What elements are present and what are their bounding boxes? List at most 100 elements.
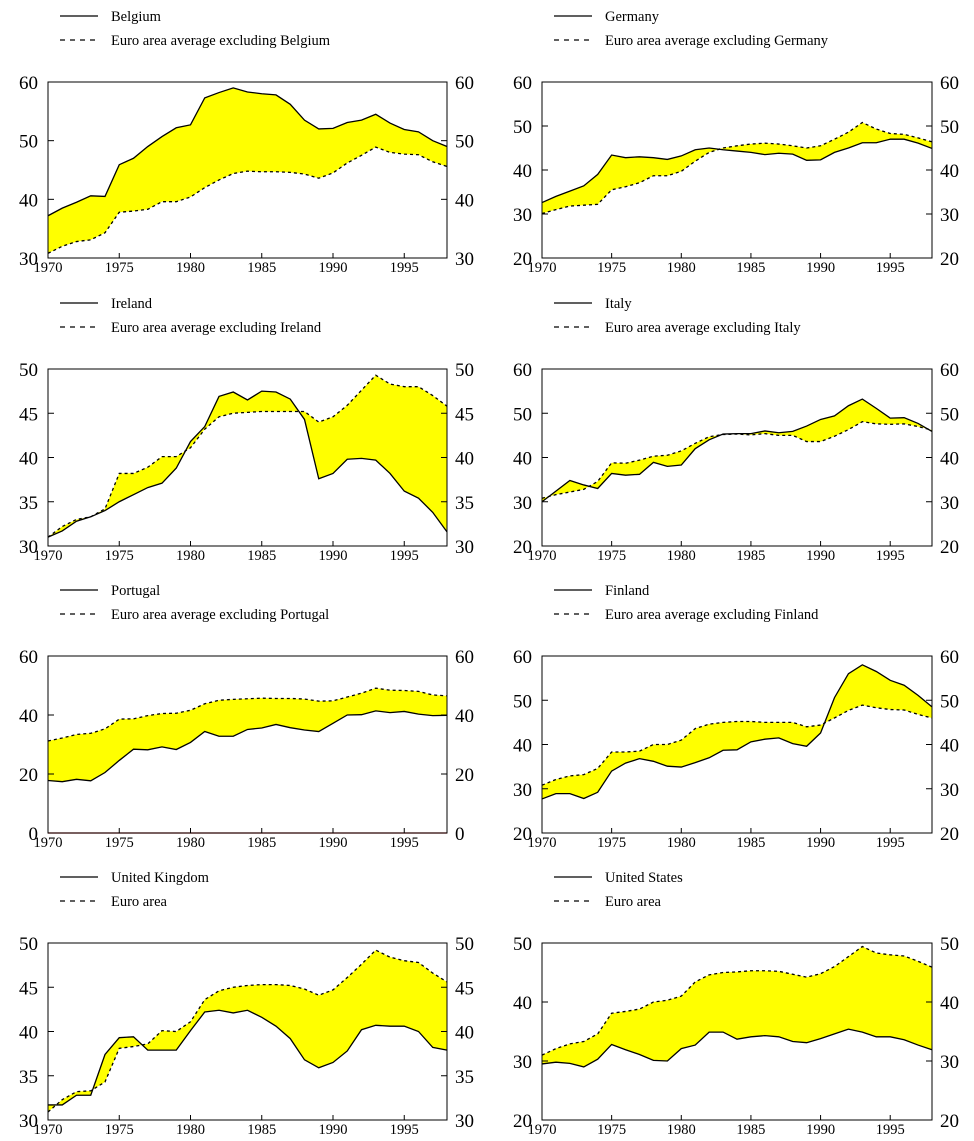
x-tick-label: 1980 [667,548,696,564]
legend-label: Belgium [111,9,162,25]
x-tick-label: 1980 [176,548,205,564]
y-tick-label-right: 50 [455,360,474,381]
y-tick-label-right: 20 [940,249,959,270]
x-tick-label: 1980 [176,835,205,851]
y-tick-label-right: 60 [940,647,959,668]
x-tick-label: 1985 [247,1122,276,1138]
y-tick-label-left: 50 [19,360,38,381]
y-tick-label-right: 60 [455,647,474,668]
x-tick-label: 1975 [597,835,626,851]
y-tick-label-left: 20 [513,249,532,270]
y-tick-label-right: 50 [940,117,959,138]
y-tick-label-right: 45 [455,404,474,425]
y-tick-label-right: 50 [455,934,474,955]
y-tick-label-left: 50 [513,404,532,425]
y-tick-label-right: 50 [940,691,959,712]
y-tick-label-left: 20 [513,1111,532,1132]
y-tick-label-left: 40 [513,736,532,757]
y-tick-label-left: 30 [19,1111,38,1132]
x-tick-label: 1995 [876,1122,905,1138]
y-tick-label-right: 20 [940,537,959,558]
x-tick-label: 1985 [736,835,765,851]
legend-label: Euro area average excluding Ireland [111,320,322,336]
legend-label: Euro area average excluding Germany [605,33,829,49]
country-series-line [47,710,448,783]
x-tick-label: 1970 [34,548,63,564]
y-tick-label-left: 50 [19,132,38,153]
y-tick-label-right: 35 [455,493,474,514]
x-tick-label: 1985 [247,260,276,276]
x-tick-label: 1980 [176,1122,205,1138]
legend-label: Finland [605,583,650,599]
country-series-line [47,390,448,538]
comparison-series-line [47,146,448,254]
plot-frame [541,368,933,547]
legend: Germany Euro area average excluding Germa… [554,9,829,49]
legend-label: Euro area average excluding Belgium [111,33,331,49]
x-tick-label: 1975 [105,1122,134,1138]
x-tick-label: 1980 [667,260,696,276]
country-series-line [541,1028,933,1068]
y-tick-label-right: 30 [940,205,959,226]
y-tick-label-right: 30 [940,780,959,801]
y-tick-label-left: 50 [513,691,532,712]
comparison-series-line [541,420,933,499]
x-tick-label: 1970 [528,835,557,851]
difference-band [542,399,932,502]
y-tick-label-right: 60 [940,360,959,381]
y-tick-label-right: 40 [455,706,474,727]
y-tick-label-left: 0 [29,824,39,845]
y-tick-label-right: 40 [455,1023,474,1044]
legend-label: Euro area average excluding Finland [605,607,819,623]
x-tick-label: 1990 [319,548,348,564]
legend: Ireland Euro area average excluding Irela… [60,296,322,336]
y-tick-label-left: 30 [513,493,532,514]
y-tick-label-left: 60 [19,73,38,94]
y-tick-label-left: 30 [513,1052,532,1073]
x-tick-label: 1975 [105,548,134,564]
difference-band [542,946,932,1067]
difference-band [542,664,932,799]
difference-band [48,375,447,538]
y-tick-label-right: 40 [940,161,959,182]
chart-panel: Belgium Euro area average excluding Belgi… [19,9,474,276]
legend: United Kingdom Euro area [60,870,210,910]
legend-label: Ireland [111,296,153,312]
x-tick-label: 1985 [736,260,765,276]
y-tick-label-right: 40 [455,190,474,211]
y-tick-label-left: 60 [19,647,38,668]
x-tick-label: 1980 [667,1122,696,1138]
y-tick-label-left: 20 [513,824,532,845]
comparison-series-line [47,949,448,1113]
y-tick-label-right: 45 [455,978,474,999]
x-tick-label: 1985 [247,835,276,851]
legend-label: Portugal [111,583,160,599]
y-tick-label-left: 35 [19,1067,38,1088]
y-tick-label-right: 0 [455,824,465,845]
x-tick-label: 1985 [247,548,276,564]
y-tick-label-left: 40 [19,1023,38,1044]
x-tick-label: 1970 [34,260,63,276]
x-tick-label: 1985 [736,548,765,564]
difference-band [542,122,932,214]
comparison-series-line [541,945,933,1056]
legend-label: United Kingdom [111,870,210,886]
y-tick-label-left: 30 [19,249,38,270]
y-tick-label-left: 30 [513,780,532,801]
y-tick-label-left: 45 [19,978,38,999]
x-tick-label: 1970 [34,835,63,851]
x-tick-label: 1995 [876,835,905,851]
legend-label: Euro area average excluding Italy [605,320,801,336]
chart-panel: United States Euro area 20 20 30 30 40 40 50 50 19… [513,870,959,1138]
y-tick-label-left: 40 [19,190,38,211]
comparison-series-line [541,121,933,215]
legend-label: United States [605,870,683,886]
y-tick-label-right: 30 [455,249,474,270]
y-tick-label-left: 20 [19,765,38,786]
y-tick-label-right: 40 [455,449,474,470]
y-tick-label-right: 20 [940,1111,959,1132]
y-tick-label-right: 50 [940,404,959,425]
x-tick-label: 1990 [806,260,835,276]
legend-label: Germany [605,9,660,25]
